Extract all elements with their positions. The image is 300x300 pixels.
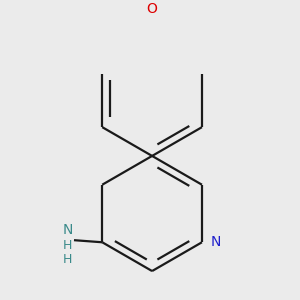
Text: H: H [63,239,72,252]
Text: N: N [62,223,73,237]
Text: H: H [63,253,72,266]
Text: O: O [147,2,158,16]
Text: N: N [210,235,221,249]
